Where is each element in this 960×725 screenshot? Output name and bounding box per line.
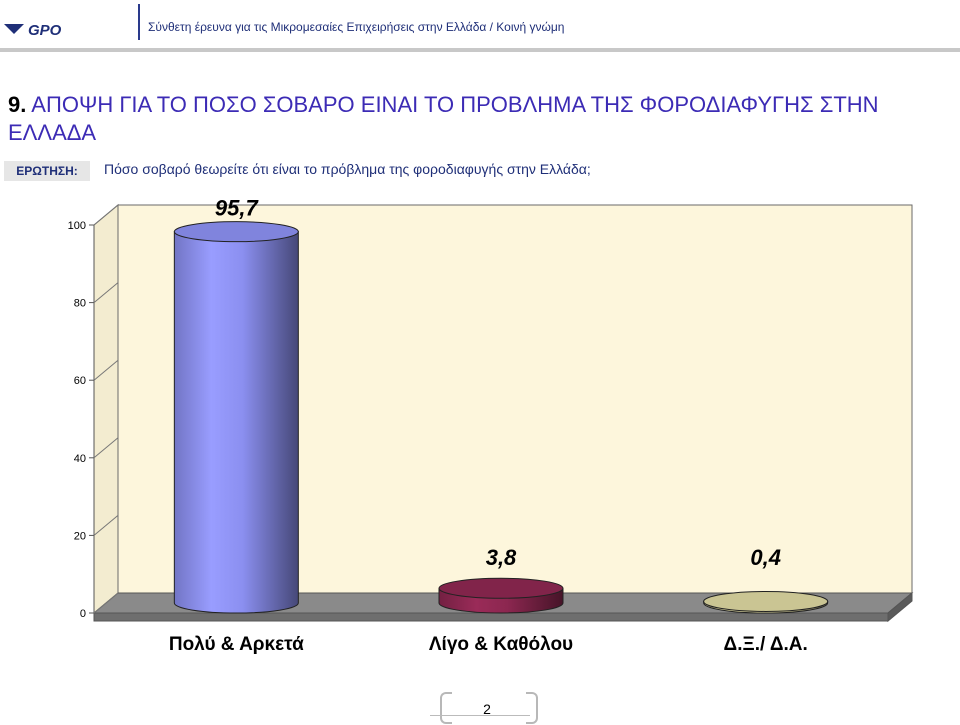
y-tick-label: 60 (74, 375, 86, 387)
y-tick-label: 0 (80, 608, 86, 620)
y-tick-diagonal (93, 359, 119, 381)
y-tick-diagonal (93, 437, 119, 459)
bar-2-top (438, 577, 564, 599)
header-separator (138, 4, 140, 40)
logo-text: GPO (28, 22, 62, 39)
bar-chart: 0 20 40 60 80 100 95,7 Πολύ & Αρκετά 3,8 Λίγο & Κ… (68, 196, 914, 655)
gpo-logo: GPO (4, 22, 62, 39)
header-rule (0, 48, 960, 52)
plot-floor-front (93, 612, 889, 622)
bar-1 (173, 231, 299, 614)
data-label: 3,8 (486, 545, 517, 570)
section-number: 9. (8, 92, 27, 117)
question-text: Πόσο σοβαρό θεωρείτε ότι είναι το πρόβλη… (104, 161, 591, 177)
question-label: ΕΡΩΤΗΣΗ: (4, 161, 90, 181)
y-tick-label: 100 (68, 220, 86, 232)
x-category-label: Λίγο & Καθόλου (429, 634, 573, 655)
plot-side-wall (93, 203, 119, 615)
x-category-label: Πολύ & Αρκετά (169, 634, 304, 655)
y-tick-label: 20 (74, 530, 86, 542)
y-tick-label: 40 (74, 453, 86, 465)
data-label: 0,4 (750, 545, 781, 570)
y-tick-diagonal (93, 592, 119, 614)
x-category-label: Δ.Ξ./ Δ.Α. (724, 634, 808, 655)
bar-1-top (173, 221, 299, 243)
y-tick-label: 80 (74, 298, 86, 310)
y-tick-diagonal (93, 515, 119, 536)
y-tick-diagonal (93, 282, 119, 303)
section-title-text: ΑΠΟΨΗ ΓΙΑ ΤΟ ΠΟΣΟ ΣΟΒΑΡΟ ΕΙΝΑΙ ΤΟ ΠΡΟΒΛΗ… (8, 92, 879, 145)
y-tick-diagonal (93, 204, 119, 226)
plot-floor-side (887, 591, 913, 623)
footer-brace-right (526, 692, 538, 724)
footer-brace-left (440, 692, 452, 724)
header-subtitle: Σύνθετη έρευνα για τις Μικρομεσαίες Επιχ… (148, 20, 565, 34)
footer-line (430, 715, 530, 716)
data-label: 95,7 (215, 196, 260, 221)
bar-3-top (703, 590, 829, 612)
section-title: 9. ΑΠΟΨΗ ΓΙΑ ΤΟ ΠΟΣΟ ΣΟΒΑΡΟ ΕΙΝΑΙ ΤΟ ΠΡΟ… (8, 91, 958, 147)
page-number: 2 (483, 701, 491, 717)
